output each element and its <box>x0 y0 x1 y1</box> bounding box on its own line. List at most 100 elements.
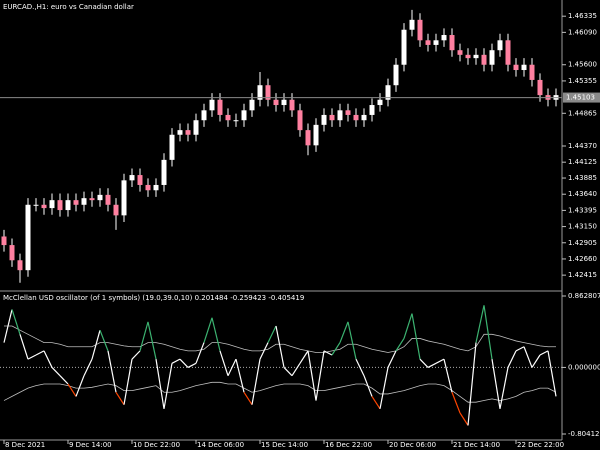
candle-body <box>473 54 479 59</box>
candle-body <box>129 175 135 181</box>
candle-body <box>145 184 151 191</box>
y-tick-label: 1.42415 <box>568 271 597 279</box>
candle-body <box>137 175 143 185</box>
y-tick-label: 0.000000 <box>568 363 600 371</box>
candle-body <box>385 85 391 100</box>
y-tick-label: 1.44125 <box>568 158 597 166</box>
candle-body <box>81 198 87 205</box>
oscillator-segment <box>315 350 325 401</box>
oscillator-segment <box>483 305 493 360</box>
oscillator-segment <box>435 358 445 364</box>
candle-body <box>457 50 463 55</box>
candle-body <box>265 85 271 100</box>
candle-body <box>161 159 167 185</box>
oscillator-segment <box>355 358 365 376</box>
oscillator-segment <box>83 358 93 376</box>
y-tick-label: 1.44865 <box>568 109 597 117</box>
oscillator-segment <box>171 358 181 364</box>
oscillator-segment <box>195 342 205 364</box>
candle-body <box>505 40 511 65</box>
y-tick-label: 1.44370 <box>568 142 597 150</box>
candle-body <box>377 99 383 106</box>
candle-body <box>9 245 15 261</box>
oscillator-segment <box>139 321 149 352</box>
candle-body <box>353 114 359 121</box>
x-tick-label: 22 Dec 22:00 <box>517 441 564 449</box>
oscillator-segment <box>27 354 37 360</box>
candle-body <box>433 40 439 45</box>
oscillator-segment <box>267 325 277 343</box>
oscillator-segment <box>291 362 301 377</box>
candle-body <box>329 114 335 121</box>
oscillator-segment <box>371 396 381 410</box>
candle-body <box>401 29 407 65</box>
oscillator-segment <box>443 359 453 393</box>
y-tick-label: 1.43395 <box>568 206 597 214</box>
candle-body <box>313 124 319 146</box>
candle-body <box>17 260 23 271</box>
candle-body <box>89 198 95 201</box>
oscillator-segment <box>363 375 373 397</box>
oscillator-segment <box>91 330 101 360</box>
oscillator-segment <box>235 359 245 393</box>
oscillator-segment <box>387 350 397 368</box>
oscillator-segment <box>155 359 165 409</box>
y-tick-label: 1.42905 <box>568 239 597 247</box>
candle-body <box>529 64 535 80</box>
x-tick-label: 15 Dec 14:00 <box>261 441 308 449</box>
oscillator-segment <box>251 359 261 405</box>
oscillator-segment <box>419 358 429 368</box>
oscillator-segment <box>147 321 157 360</box>
oscillator-segment <box>131 350 141 360</box>
chart-title: EURCAD.,H1: euro vs Canadian dollar <box>3 3 134 11</box>
oscillator-segment <box>379 367 389 409</box>
candle-body <box>65 200 71 211</box>
x-tick-label: 20 Dec 06:00 <box>389 441 436 449</box>
x-tick-label: 21 Dec 14:00 <box>453 441 500 449</box>
candle-body <box>225 114 231 121</box>
oscillator-segment <box>3 309 13 343</box>
candle-body <box>513 64 519 71</box>
candle-body <box>345 110 351 115</box>
candle-body <box>49 200 55 209</box>
oscillator-segment <box>11 309 21 335</box>
oscillator-segment <box>219 350 229 376</box>
y-tick-label: 1.43150 <box>568 223 597 231</box>
y-tick-label: 1.46335 <box>568 12 597 20</box>
candle-body <box>233 120 239 122</box>
candle-body <box>321 114 327 125</box>
candle-body <box>289 99 295 111</box>
oscillator-segment <box>547 350 557 397</box>
candle-body <box>393 64 399 86</box>
candle-body <box>257 85 263 100</box>
oscillator-segment <box>331 342 341 356</box>
oscillator-segment <box>451 392 461 414</box>
candle-body <box>249 99 255 111</box>
candle-body <box>153 184 159 191</box>
candle-body <box>201 110 207 121</box>
candle-body <box>209 99 215 111</box>
oscillator-segment <box>283 367 293 377</box>
candle-body <box>273 99 279 106</box>
candle-body <box>305 130 311 146</box>
x-tick-label: 9 Dec 14:00 <box>69 441 112 449</box>
oscillator-segment <box>203 317 213 343</box>
oscillator-segment <box>51 367 61 377</box>
oscillator-segment <box>395 338 405 352</box>
x-tick-label: 8 Dec 2021 <box>5 441 45 449</box>
band-line <box>3 381 557 403</box>
x-tick-label: 14 Dec 06:00 <box>197 441 244 449</box>
candle-body <box>105 194 111 205</box>
candle-body <box>121 180 127 216</box>
x-tick-label: 10 Dec 22:00 <box>133 441 180 449</box>
candle-body <box>465 54 471 59</box>
oscillator-segment <box>515 346 525 352</box>
oscillator-segment <box>307 350 317 401</box>
candle-body <box>41 204 47 209</box>
price-label: 1.45103 <box>566 94 595 102</box>
oscillator-segment <box>539 350 549 356</box>
oscillator-segment <box>211 317 221 352</box>
candle-body <box>25 204 31 271</box>
